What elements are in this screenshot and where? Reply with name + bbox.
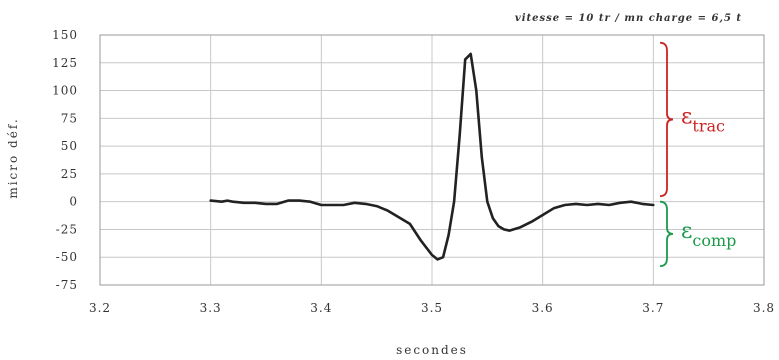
y-tick-label: 25 [61, 167, 78, 181]
axes [99, 34, 765, 286]
annotation-subscript: comp [692, 231, 736, 250]
x-tick-label: 3.4 [310, 301, 332, 315]
y-tick-label: 150 [52, 28, 78, 42]
x-tick-label: 3.2 [89, 301, 111, 315]
annotation-symbol: ε [681, 104, 692, 129]
annotation-subscript: trac [692, 116, 725, 135]
y-tick-label: 50 [61, 139, 78, 153]
annotation-brace [659, 41, 674, 198]
y-tick-labels: 150 125 100 75 50 25 0 -25 -50 -75 [52, 28, 78, 292]
plot-frame [99, 34, 765, 286]
y-tick-label: -25 [56, 222, 78, 236]
x-tick-label: 3.5 [421, 301, 443, 315]
grid-lines [99, 34, 765, 286]
x-tick-label: 3.8 [753, 301, 775, 315]
annotation-label: εtrac [681, 104, 725, 135]
y-tick-label: -75 [56, 278, 78, 292]
header-note: vitesse = 10 tr / mn charge = 6,5 t [515, 13, 742, 24]
y-axis-label: micro déf. [6, 117, 20, 198]
x-tick-label: 3.7 [642, 301, 664, 315]
y-tick-label: 75 [61, 111, 78, 125]
annotation-brace [659, 200, 674, 268]
y-tick-label: 125 [52, 56, 78, 70]
series-layer [209, 52, 655, 261]
annotation-symbol: ε [681, 219, 692, 244]
x-axis-label: secondes [396, 343, 468, 357]
y-tick-label: 100 [52, 84, 78, 98]
annotation-label: εcomp [681, 219, 736, 250]
y-tick-label: -50 [56, 250, 78, 264]
x-tick-label: 3.6 [532, 301, 554, 315]
y-tick-label: 0 [69, 195, 78, 209]
series-line [209, 52, 655, 261]
x-tick-label: 3.3 [200, 301, 222, 315]
x-tick-labels: 3.2 3.3 3.4 3.5 3.6 3.7 3.8 [89, 301, 775, 315]
